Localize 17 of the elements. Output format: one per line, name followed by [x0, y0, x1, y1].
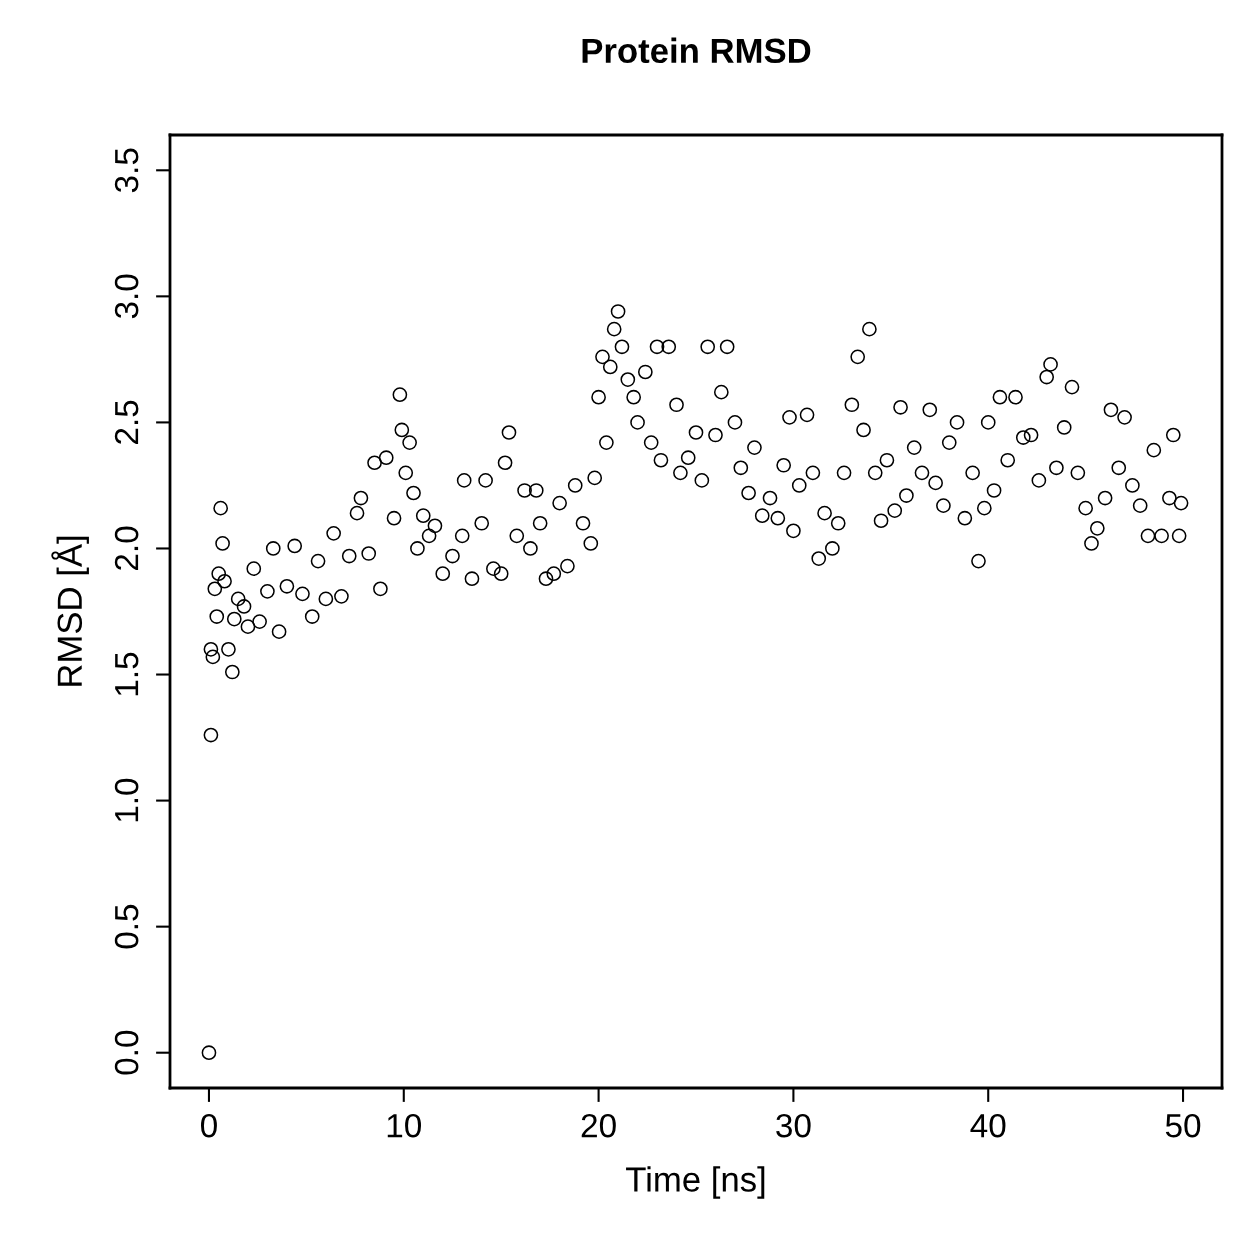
- y-tick-label: 3.0: [114, 274, 139, 319]
- y-tick-label: 2.5: [114, 400, 139, 444]
- y-tick-label: 3.5: [114, 148, 139, 193]
- y-tick-label: 1.0: [114, 778, 139, 822]
- x-tick-label: 0: [201, 1113, 217, 1138]
- y-tick-label: 2.0: [114, 526, 139, 570]
- x-tick-label: 30: [776, 1113, 811, 1138]
- x-axis-title: Time [ns]: [626, 1166, 765, 1199]
- x-tick-label: 10: [387, 1113, 422, 1138]
- x-tick-label: 40: [970, 1113, 1006, 1138]
- chart-title: Protein RMSD: [582, 37, 811, 64]
- x-tick-label: 50: [1165, 1113, 1201, 1138]
- y-tick-label: 1.5: [115, 652, 139, 696]
- y-tick-label: 0.5: [114, 904, 139, 949]
- x-tick-label: 20: [581, 1113, 616, 1138]
- y-tick-label: 0.0: [114, 1030, 139, 1075]
- y-axis-title: RMSD [Å]: [51, 536, 89, 686]
